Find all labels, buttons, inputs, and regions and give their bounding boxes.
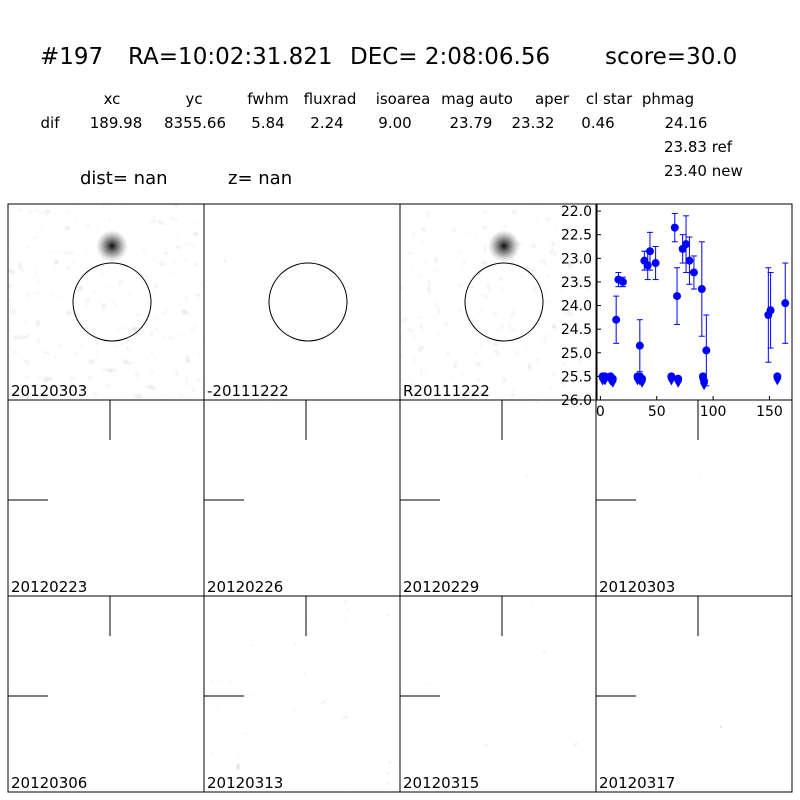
x-tick-label: 50 — [648, 404, 666, 420]
table-cell: 8355.66 — [164, 114, 226, 132]
stamp-label: 20120229 — [403, 578, 479, 596]
dist: dist= nan — [80, 168, 168, 189]
aperture — [464, 262, 544, 342]
y-tick-label: 25.0 — [561, 346, 592, 362]
column-header: phmag — [642, 90, 694, 108]
limit-arrow — [674, 380, 683, 388]
stamp-image — [204, 400, 400, 596]
stamp-image — [400, 400, 596, 596]
stamp-frame — [595, 595, 793, 793]
point — [612, 315, 621, 324]
point — [682, 240, 691, 249]
point — [667, 372, 676, 381]
aperture — [72, 262, 152, 342]
column-header: isoarea — [376, 90, 431, 108]
column-header: xc — [104, 90, 121, 108]
stamp-label: 20120303 — [11, 382, 87, 400]
table-cell: 24.16 — [665, 114, 708, 132]
point — [618, 277, 627, 286]
dec: DEC= 2:08:06.56 — [350, 44, 550, 70]
x-tick-label: 150 — [756, 404, 783, 420]
stamp-image — [400, 596, 596, 792]
y-tick-label: 25.5 — [561, 369, 592, 385]
table-cell: 23.32 — [512, 114, 555, 132]
limit-arrow — [600, 378, 609, 386]
point — [766, 306, 775, 315]
y-tick-label: 23.5 — [561, 275, 592, 291]
point — [689, 268, 698, 277]
point — [781, 299, 790, 308]
column-header: cl star — [586, 90, 633, 108]
stamp-label: -20111222 — [207, 382, 289, 400]
object-id: #197 — [40, 44, 103, 70]
stamp-image — [8, 400, 204, 596]
y-tick-label: 22.5 — [561, 228, 592, 244]
point — [608, 374, 617, 383]
table-cell: 0.46 — [581, 114, 614, 132]
column-header: aper — [535, 90, 570, 108]
x-tick-label: 0 — [596, 404, 605, 420]
stamp-image — [204, 596, 400, 792]
stamp-label: 20120317 — [599, 774, 675, 792]
stamp-label: 20120226 — [207, 578, 283, 596]
point — [685, 256, 694, 265]
column-header: fwhm — [247, 90, 288, 108]
redshift: z= nan — [228, 168, 292, 189]
x-tick-label: 100 — [700, 404, 727, 420]
table-cell: dif — [41, 114, 61, 132]
stamp-label: R20111222 — [403, 382, 490, 400]
point — [670, 223, 679, 232]
score: score=30.0 — [605, 44, 737, 70]
point — [702, 346, 711, 355]
column-header: yc — [185, 90, 202, 108]
table-cell: 9.00 — [378, 114, 411, 132]
point — [697, 285, 706, 294]
point — [773, 372, 782, 381]
limit-arrow — [773, 378, 782, 386]
limit-arrow — [608, 380, 617, 388]
stamp-image — [596, 400, 792, 596]
source-blob — [96, 230, 128, 262]
stamp-label: 20120223 — [11, 578, 87, 596]
y-tick-label: 23.0 — [561, 251, 592, 267]
column-header: fluxrad — [304, 90, 357, 108]
point — [700, 377, 709, 386]
table-cell: 2.24 — [310, 114, 343, 132]
y-tick-label: 26.0 — [561, 393, 592, 409]
point — [638, 374, 647, 383]
table-cell: 189.98 — [90, 114, 143, 132]
ra: RA=10:02:31.821 — [128, 44, 333, 70]
table-cell: 23.79 — [450, 114, 493, 132]
point — [635, 341, 644, 350]
point — [673, 292, 682, 301]
point — [645, 247, 654, 256]
plot-area — [597, 204, 792, 400]
y-tick-label: 22.0 — [561, 204, 592, 220]
table-cell: 5.84 — [251, 114, 284, 132]
stamp-label: 20120315 — [403, 774, 479, 792]
stamp-label: 20120313 — [207, 774, 283, 792]
plot-frame — [596, 203, 793, 401]
stamp-image — [204, 204, 400, 400]
ref-mag: 23.83 ref — [664, 138, 733, 156]
new-mag: 23.40 new — [664, 162, 743, 180]
limit-arrow — [667, 378, 676, 386]
source-blob — [488, 230, 520, 262]
y-tick-label: 24.0 — [561, 299, 592, 315]
stamp-label: 20120306 — [11, 774, 87, 792]
point — [674, 374, 683, 383]
point — [643, 261, 652, 270]
stamp-label: 20120303 — [599, 578, 675, 596]
y-tick-label: 24.5 — [561, 322, 592, 338]
stamp-image — [596, 596, 792, 792]
column-header: mag auto — [441, 90, 513, 108]
stamp-image — [8, 596, 204, 792]
aperture — [268, 262, 348, 342]
limit-arrow — [638, 380, 647, 388]
point — [651, 259, 660, 268]
